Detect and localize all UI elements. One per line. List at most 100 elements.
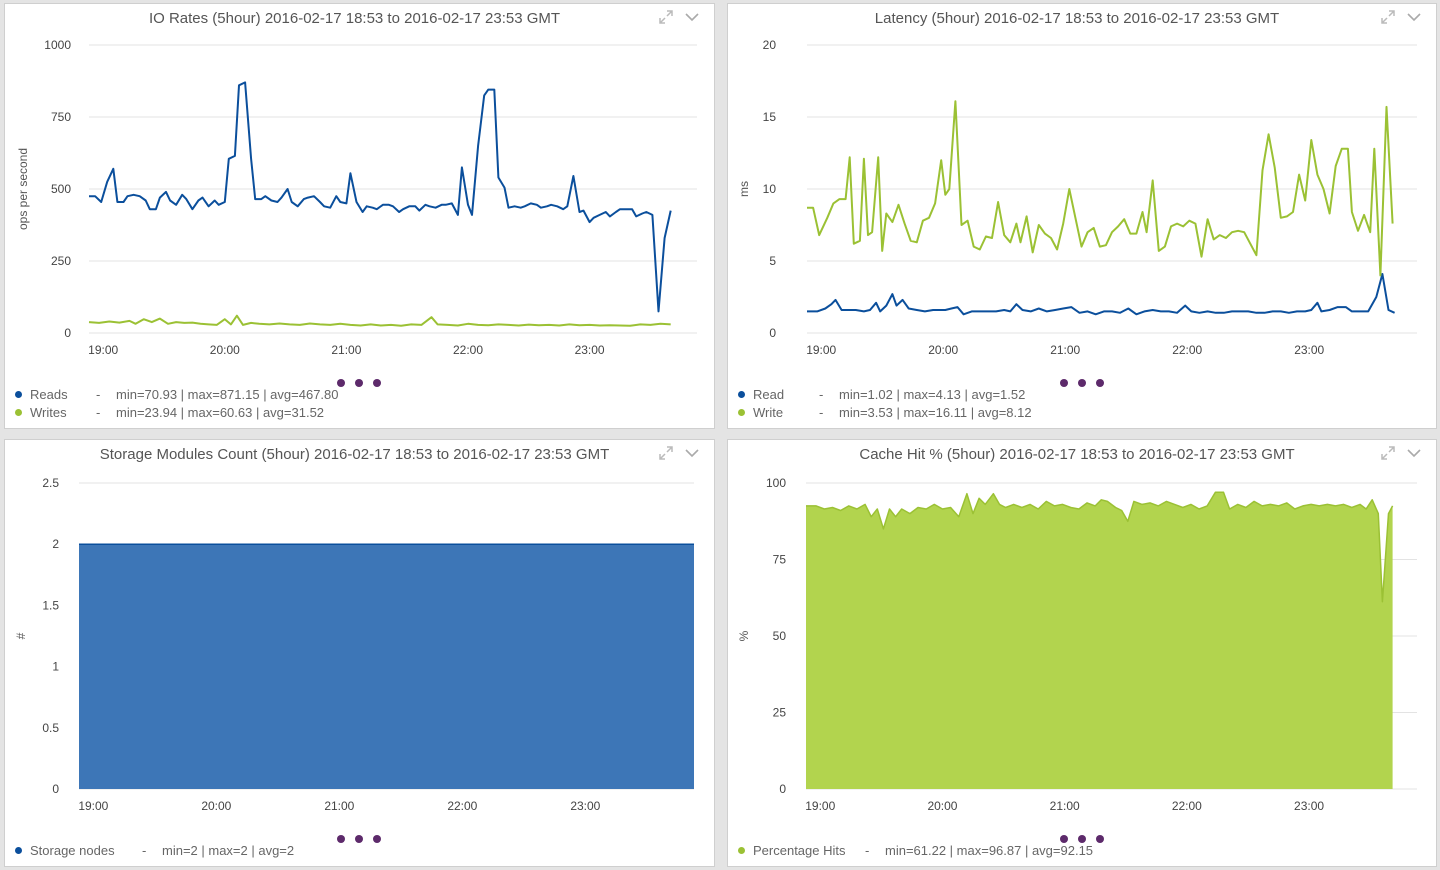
y-tick-label: 75 bbox=[773, 553, 787, 567]
series-marker-icon bbox=[738, 391, 745, 399]
io-rates-panel: IO Rates (5hour) 2016-02-17 18:53 to 201… bbox=[4, 3, 715, 429]
y-tick-label: 500 bbox=[51, 182, 71, 196]
series-marker-icon bbox=[738, 409, 745, 417]
series-line-reads bbox=[89, 81, 672, 313]
legend-stats: min=1.02 | max=4.13 | avg=1.52 bbox=[839, 387, 1026, 402]
expand-icon[interactable] bbox=[658, 445, 674, 461]
series-line-writes bbox=[88, 314, 671, 327]
y-axis-label: % bbox=[737, 630, 751, 641]
y-tick-label: 15 bbox=[763, 110, 777, 124]
legend-name: Reads bbox=[30, 387, 68, 402]
y-tick-label: 0.5 bbox=[42, 721, 59, 735]
chevron-down-icon[interactable] bbox=[684, 446, 700, 460]
x-tick-label: 19:00 bbox=[806, 343, 836, 357]
series-line-read bbox=[807, 273, 1396, 316]
legend-stats: min=2 | max=2 | avg=2 bbox=[162, 843, 295, 858]
y-tick-label: 1.5 bbox=[42, 598, 59, 612]
legend-item-reads[interactable]: Reads - min=70.93 | max=871.15 | avg=467.8… bbox=[15, 386, 339, 404]
cache-hit-panel: Cache Hit % (5hour) 2016-02-17 18:53 to … bbox=[727, 439, 1437, 867]
y-tick-label: 25 bbox=[773, 706, 787, 720]
x-tick-label: 20:00 bbox=[201, 799, 231, 813]
area-percentage-hits bbox=[806, 492, 1393, 789]
chart-legend: Read - min=1.02 | max=4.13 | avg=1.52 Writ… bbox=[738, 386, 1032, 422]
y-tick-label: 2.5 bbox=[42, 476, 59, 490]
legend-item-writes[interactable]: Writes - min=23.94 | max=60.63 | avg=31.52 bbox=[15, 404, 339, 422]
legend-stats: min=3.53 | max=16.11 | avg=8.12 bbox=[839, 405, 1032, 420]
expand-icon[interactable] bbox=[658, 9, 674, 25]
expand-icon[interactable] bbox=[1380, 9, 1396, 25]
legend-item-percentage-hits[interactable]: Percentage Hits - min=61.22 | max=96.87 | … bbox=[738, 842, 1093, 860]
more-dots-icon[interactable] bbox=[337, 374, 397, 387]
y-tick-label: 250 bbox=[51, 254, 71, 268]
x-tick-label: 21:00 bbox=[1050, 799, 1080, 813]
x-tick-label: 22:00 bbox=[1172, 799, 1202, 813]
chart-legend: Percentage Hits - min=61.22 | max=96.87 | … bbox=[738, 842, 1093, 860]
chart-legend: Storage nodes - min=2 | max=2 | avg=2 bbox=[15, 842, 294, 860]
y-tick-label: 5 bbox=[769, 254, 776, 268]
y-tick-label: 2 bbox=[52, 537, 59, 551]
storage-modules-chart: 0 0.5 1 1.5 2 2.5 19:00 20:00 21:00 22:00 23:00 # bbox=[14, 476, 694, 813]
x-tick-label: 20:00 bbox=[210, 343, 240, 357]
legend-item-storage-nodes[interactable]: Storage nodes - min=2 | max=2 | avg=2 bbox=[15, 842, 294, 860]
series-marker-icon bbox=[15, 847, 22, 855]
y-tick-label: 0 bbox=[64, 326, 71, 340]
x-tick-label: 21:00 bbox=[331, 343, 361, 357]
x-tick-label: 19:00 bbox=[78, 799, 108, 813]
y-tick-label: 100 bbox=[766, 476, 786, 490]
y-tick-label: 0 bbox=[779, 782, 786, 796]
more-dots-icon[interactable] bbox=[1060, 830, 1120, 843]
legend-stats: min=70.93 | max=871.15 | avg=467.80 bbox=[116, 387, 339, 402]
x-tick-label: 21:00 bbox=[1050, 343, 1080, 357]
chevron-down-icon[interactable] bbox=[1406, 446, 1422, 460]
series-marker-icon bbox=[15, 391, 22, 399]
y-tick-label: 1 bbox=[52, 660, 59, 674]
area-storage-nodes bbox=[79, 544, 694, 789]
x-tick-label: 23:00 bbox=[575, 343, 605, 357]
y-tick-label: 1000 bbox=[44, 38, 71, 52]
legend-name: Write bbox=[753, 405, 784, 420]
x-tick-label: 22:00 bbox=[453, 343, 483, 357]
series-line-write bbox=[807, 100, 1394, 277]
y-axis-label: ops per second bbox=[16, 148, 30, 230]
y-tick-label: 0 bbox=[769, 326, 776, 340]
legend-name: Percentage Hits bbox=[753, 843, 846, 858]
legend-name: Read bbox=[753, 387, 785, 402]
x-tick-label: 23:00 bbox=[1294, 799, 1324, 813]
y-tick-label: 50 bbox=[773, 629, 787, 643]
cache-hit-chart: 0 25 50 75 100 19:00 20:00 21:00 22:00 23:00% bbox=[737, 476, 1417, 813]
x-tick-label: 19:00 bbox=[805, 799, 835, 813]
x-tick-label: 20:00 bbox=[927, 799, 957, 813]
x-tick-label: 23:00 bbox=[1294, 343, 1324, 357]
legend-name: Writes bbox=[30, 405, 67, 420]
x-tick-label: 21:00 bbox=[324, 799, 354, 813]
y-tick-label: 0 bbox=[52, 782, 59, 796]
x-tick-label: 19:00 bbox=[88, 343, 118, 357]
y-axis-label: ms bbox=[737, 181, 751, 197]
chevron-down-icon[interactable] bbox=[684, 10, 700, 24]
chevron-down-icon[interactable] bbox=[1406, 10, 1422, 24]
legend-stats: min=61.22 | max=96.87 | avg=92.15 bbox=[885, 843, 1094, 858]
legend-stats: min=23.94 | max=60.63 | avg=31.52 bbox=[116, 405, 325, 420]
y-tick-label: 20 bbox=[763, 38, 777, 52]
io-rates-chart: 0 250 500 750 1000 19:00 20:00 21:00 22:00 23:00 o… bbox=[16, 38, 697, 357]
more-dots-icon[interactable] bbox=[337, 830, 397, 843]
series-marker-icon bbox=[15, 409, 22, 417]
y-tick-label: 750 bbox=[51, 110, 71, 124]
x-tick-label: 23:00 bbox=[570, 799, 600, 813]
more-dots-icon[interactable] bbox=[1060, 374, 1120, 387]
x-tick-label: 22:00 bbox=[447, 799, 477, 813]
storage-modules-panel: Storage Modules Count (5hour) 2016-02-17… bbox=[4, 439, 715, 867]
y-tick-label: 10 bbox=[763, 182, 777, 196]
latency-chart: 0 5 10 15 20 19:00 20:00 21:00 22:00 23:00 ms bbox=[737, 38, 1417, 357]
x-tick-label: 22:00 bbox=[1172, 343, 1202, 357]
chart-legend: Reads - min=70.93 | max=871.15 | avg=467.8… bbox=[15, 386, 339, 422]
latency-panel: Latency (5hour) 2016-02-17 18:53 to 2016… bbox=[727, 3, 1437, 429]
series-marker-icon bbox=[738, 847, 745, 855]
legend-item-read[interactable]: Read - min=1.02 | max=4.13 | avg=1.52 bbox=[738, 386, 1032, 404]
x-tick-label: 20:00 bbox=[928, 343, 958, 357]
expand-icon[interactable] bbox=[1380, 445, 1396, 461]
y-axis-label: # bbox=[14, 632, 28, 639]
legend-item-write[interactable]: Write - min=3.53 | max=16.11 | avg=8.12 bbox=[738, 404, 1032, 422]
series-line-percentage-hits bbox=[806, 491, 1394, 603]
legend-name: Storage nodes bbox=[30, 843, 115, 858]
